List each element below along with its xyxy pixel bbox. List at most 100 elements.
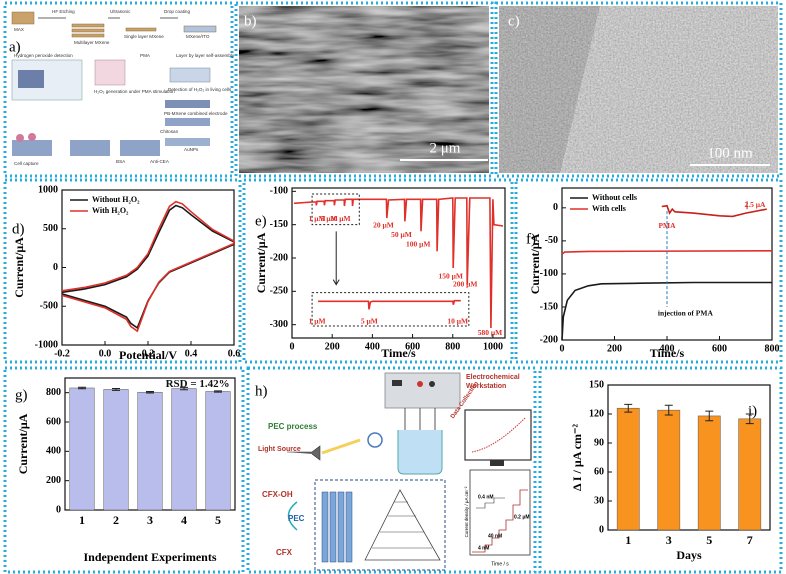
annotation: PMA (658, 221, 676, 230)
bar (205, 391, 231, 511)
y-tick-label: 200 (46, 475, 61, 486)
schematic-label: Drop coating (164, 9, 190, 14)
plot-frame (61, 189, 235, 346)
error-bar (146, 390, 154, 394)
schematic-label: Multilayer MXene (74, 40, 110, 45)
x-axis-label: Potential/V (119, 348, 177, 362)
series-line (61, 200, 235, 333)
panel-border (538, 366, 783, 574)
panel-label: b) (244, 13, 257, 29)
x-tick-label: 1 (625, 533, 631, 547)
annotation: 50 μM (391, 230, 412, 239)
annotation: 20 μM (373, 221, 394, 230)
panel-border (234, 1, 494, 178)
x-axis-label: Days (676, 548, 702, 562)
y-tick-label: 60 (594, 466, 604, 477)
inset-axis-label: Current density / μA cm⁻² (464, 486, 469, 537)
scale-label: 2 μm (430, 140, 461, 156)
annotation: 5 μM (321, 214, 338, 223)
panel-border (3, 178, 242, 364)
x-tick-label: 600 (405, 341, 420, 352)
y-tick-label: -300 (270, 319, 288, 330)
y-tick-label: -150 (270, 219, 288, 230)
bar (69, 387, 95, 511)
panel-border (3, 366, 245, 574)
schematic-label: Workstation (466, 383, 506, 390)
series-line (318, 299, 461, 310)
inset-frame (311, 292, 470, 327)
schematic-label: PEC process (268, 422, 318, 431)
series-line (293, 197, 504, 329)
series-line (61, 204, 235, 330)
y-tick-label: 0 (56, 504, 61, 515)
series-line (661, 204, 767, 218)
y-tick-label: 90 (594, 437, 604, 448)
bar (137, 391, 163, 511)
series-line (561, 250, 773, 255)
inset-axis-label: Time / s (491, 561, 509, 567)
panel-border (494, 1, 783, 178)
error-bar (78, 386, 86, 390)
panel-label: i) (748, 403, 757, 419)
arrow (332, 231, 340, 286)
y-tick-label: -100 (270, 186, 288, 197)
annotation: 580 μM (478, 328, 502, 337)
tem-region (499, 6, 600, 173)
annotation: 5 μM (361, 317, 378, 326)
bar (616, 407, 640, 531)
y-tick-label: 150 (589, 379, 604, 390)
y-tick-label: 30 (594, 495, 604, 506)
error-bar (214, 390, 222, 393)
schematic-label: Ultrasonic (110, 9, 131, 14)
panel-label: f) (526, 231, 536, 247)
x-tick-label: 0.0 (99, 348, 112, 359)
annotation: 100 μM (406, 239, 430, 248)
x-axis-label: Independent Experiments (83, 550, 216, 564)
x-tick-label: 3 (666, 533, 672, 547)
schematic-label: PMA (140, 53, 151, 58)
error-bar (624, 403, 633, 413)
bar (657, 409, 681, 531)
x-tick-label: 0.2 (142, 348, 155, 359)
y-tick-label: -200 (270, 252, 288, 263)
x-tick-label: 4 (181, 513, 187, 527)
schematic-label: MXene/ITO (186, 34, 210, 39)
panel-border (514, 178, 783, 364)
y-tick-label: 0 (553, 202, 558, 213)
annotation: RSD = 1.42% (166, 378, 230, 390)
scale-label: 100 nm (707, 145, 753, 161)
error-bar (112, 388, 120, 391)
panel-border (246, 366, 537, 574)
schematic-label: AuNPs (184, 147, 199, 152)
schematic-label: PEC (288, 514, 305, 523)
error-bar (180, 386, 188, 391)
legend-label: With H₂O₂ (92, 206, 129, 215)
schematic-label: H₂O₂ generation under PMA stimulation (94, 89, 175, 94)
annotation: injection of PMA (658, 308, 714, 317)
plot-frame (291, 187, 506, 339)
annotation: 10 μM (330, 214, 351, 223)
y-axis-label: Current/μA (16, 413, 30, 474)
x-tick-label: 2 (113, 513, 119, 527)
bar (738, 418, 762, 531)
plot-frame (607, 384, 771, 531)
error-bar (745, 413, 754, 425)
panel-label: e) (255, 213, 267, 229)
y-tick-label: -250 (270, 286, 288, 297)
bar (697, 415, 721, 531)
inset-frame (311, 193, 360, 226)
schematic-label: Detection of H₂O₂ in living cells (168, 87, 232, 92)
panel-label: c) (508, 13, 520, 29)
schematic-label: Anti-CEA (150, 159, 170, 164)
x-tick-label: 1000 (483, 341, 503, 352)
inset-label: 4 nM (478, 545, 489, 551)
annotation: 1 μM (309, 317, 326, 326)
schematic-label: Layer by layer self-assembly (176, 53, 235, 58)
panel-border (242, 178, 514, 364)
panel-label: g) (15, 387, 28, 403)
x-tick-label: 0.4 (185, 348, 198, 359)
y-tick-label: 600 (46, 416, 61, 427)
panel-label: d) (12, 221, 25, 237)
y-tick-label: -100 (540, 268, 558, 279)
y-tick-label: 800 (46, 387, 61, 398)
